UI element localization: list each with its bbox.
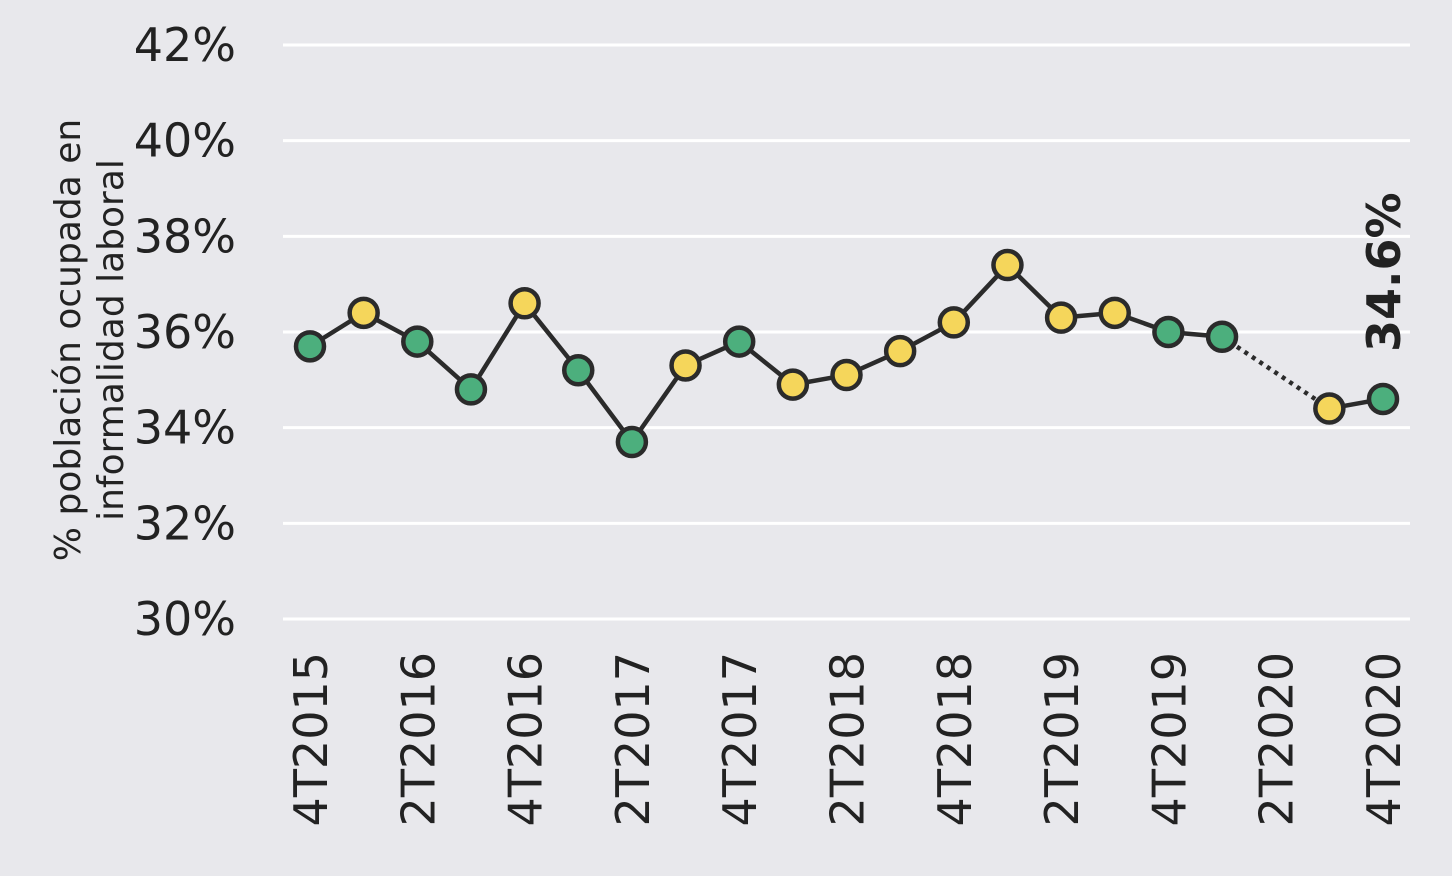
series-line <box>307 262 1386 445</box>
grid-lines <box>283 43 1410 621</box>
y-tick-label: 30% <box>134 592 236 646</box>
x-tick-label: 4T2016 <box>499 652 553 826</box>
data-point <box>1098 296 1131 330</box>
data-point <box>293 330 327 363</box>
x-tick-label: 4T2018 <box>928 652 982 826</box>
data-point <box>669 349 702 382</box>
y-axis-ticks: 30% 32% 34% 36% 38% 40% 42% <box>134 18 236 646</box>
data-point <box>883 334 917 368</box>
y-tick-label: 34% <box>134 401 236 455</box>
data-point <box>562 354 595 387</box>
data-point <box>454 373 488 406</box>
x-tick-label: 4T2019 <box>1142 652 1196 826</box>
data-point <box>1205 320 1239 354</box>
data-points <box>293 248 1400 459</box>
data-point <box>1313 392 1346 425</box>
x-tick-label: 2T2016 <box>391 652 445 826</box>
y-tick-label: 36% <box>134 305 236 359</box>
y-tick-label: 40% <box>134 114 236 168</box>
data-point <box>347 296 380 330</box>
x-axis-ticks: 4T2015 2T2016 4T2016 2T2017 4T2017 2T2018 4T20… <box>284 652 1411 826</box>
x-tick-label: 2T2020 <box>1250 652 1304 826</box>
data-point <box>991 248 1024 282</box>
dotted-segment <box>1220 334 1331 411</box>
last-value-callout: 34.6% <box>1357 192 1411 352</box>
y-axis-label: % población ocupada eninformalidad labor… <box>48 119 132 561</box>
x-tick-label: 2T2019 <box>1035 652 1089 826</box>
data-point <box>1366 382 1400 416</box>
y-tick-label: 32% <box>134 496 236 550</box>
data-point <box>937 306 971 339</box>
y-tick-label: 38% <box>134 209 236 263</box>
data-point <box>1044 301 1078 334</box>
data-point <box>830 358 863 392</box>
data-point <box>508 287 541 320</box>
y-tick-label: 42% <box>134 18 236 72</box>
data-point <box>722 325 756 358</box>
x-tick-label: 4T2015 <box>284 652 338 826</box>
data-point <box>401 325 434 358</box>
y-axis-label-line: informalidad laboral <box>91 159 132 521</box>
data-point <box>1152 315 1185 349</box>
x-tick-label: 4T2017 <box>713 652 767 826</box>
x-tick-label: 4T2020 <box>1357 652 1411 826</box>
x-tick-label: 2T2018 <box>821 652 875 826</box>
data-point <box>776 368 810 401</box>
y-axis-label-line: % población ocupada en <box>48 119 89 561</box>
x-tick-label: 2T2017 <box>606 652 660 826</box>
data-point <box>615 425 649 459</box>
series-segment <box>468 301 527 392</box>
